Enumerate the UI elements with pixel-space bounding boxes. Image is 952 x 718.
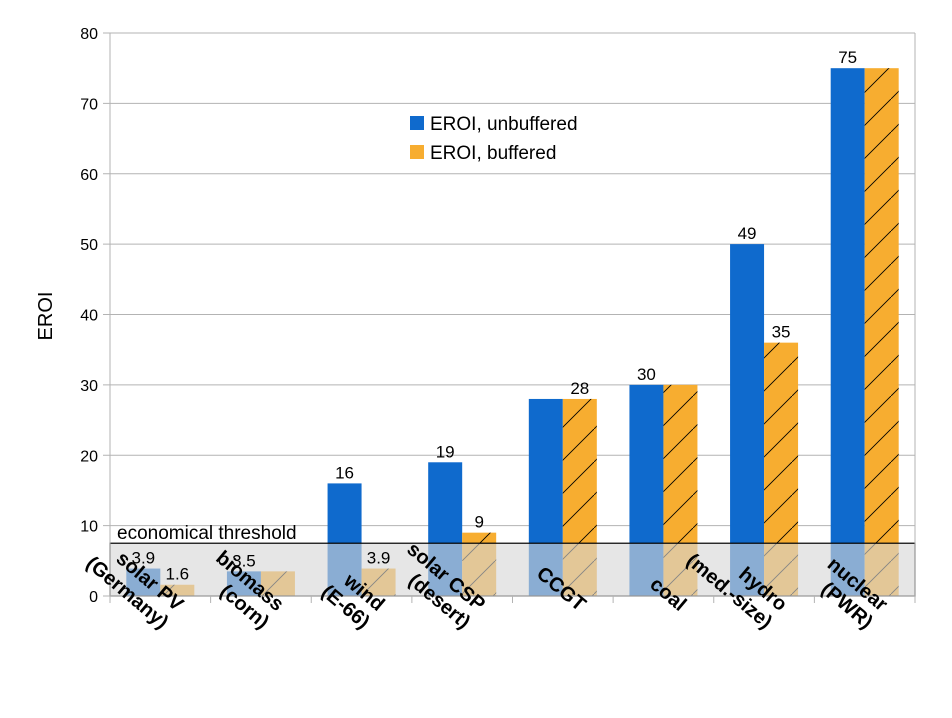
bar-unbuffered — [730, 244, 765, 596]
y-tick-label: 0 — [89, 589, 98, 606]
legend-swatch — [410, 145, 424, 159]
y-axis-label: EROI — [35, 292, 57, 341]
grid-lines — [110, 32, 915, 527]
threshold-label: economical threshold — [117, 523, 297, 544]
threshold-band: economical threshold — [109, 523, 916, 597]
threshold-band-rect — [109, 542, 916, 597]
y-tick-label: 10 — [80, 519, 98, 536]
data-label-buffered: 28 — [570, 379, 589, 398]
data-label-unbuffered: 3.5 — [232, 551, 256, 570]
y-tick-label: 70 — [80, 96, 98, 113]
y-tick-label: 50 — [80, 237, 98, 254]
y-tick-label: 40 — [80, 308, 98, 325]
data-label-buffered: 1.6 — [165, 565, 189, 584]
y-tick-label: 60 — [80, 167, 98, 184]
bar-unbuffered — [830, 68, 865, 596]
y-tick-label: 30 — [80, 378, 98, 395]
y-tick-label: 20 — [80, 448, 98, 465]
data-label-unbuffered: 49 — [738, 224, 757, 243]
data-label-buffered: 35 — [772, 323, 791, 342]
legend: EROI, unbuffered EROI, buffered — [410, 114, 578, 164]
bar-buffered-hatch — [864, 68, 899, 596]
legend-entry: EROI, buffered — [430, 143, 556, 164]
data-labels: 3.9 1.6 3.5 16 3.9 19 9 28 30 49 35 75 — [131, 48, 857, 584]
data-label-unbuffered: 19 — [436, 442, 455, 461]
legend-swatch — [410, 116, 424, 130]
y-tick-label: 80 — [80, 26, 98, 43]
legend-entry: EROI, unbuffered — [430, 114, 578, 135]
data-label-unbuffered: 16 — [335, 463, 354, 482]
data-label-unbuffered: 3.9 — [131, 549, 155, 568]
data-label-unbuffered: 75 — [838, 48, 857, 67]
data-label-unbuffered: 30 — [637, 365, 656, 384]
data-label-buffered: 9 — [474, 513, 483, 532]
data-label-buffered: 3.9 — [367, 549, 391, 568]
